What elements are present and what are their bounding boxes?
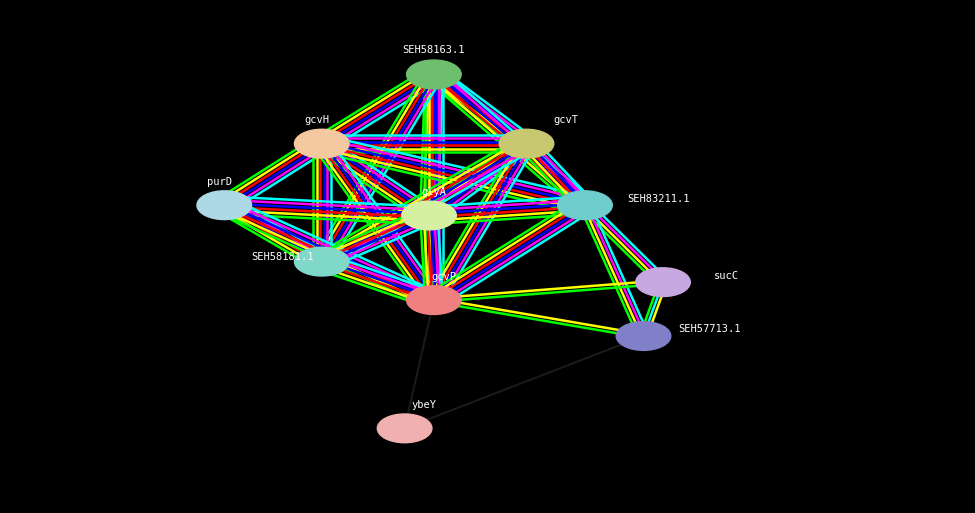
Ellipse shape [197,191,252,220]
Text: SEH83211.1: SEH83211.1 [627,194,689,204]
Ellipse shape [558,191,612,220]
Text: gcvT: gcvT [553,115,578,125]
Ellipse shape [402,201,456,230]
Text: SEH58163.1: SEH58163.1 [403,45,465,55]
Text: sucC: sucC [714,271,739,281]
Text: ybeY: ybeY [411,400,437,410]
Text: gcvP: gcvP [431,272,456,282]
Ellipse shape [616,322,671,350]
Ellipse shape [407,286,461,314]
Ellipse shape [377,414,432,443]
Text: SEH58181.1: SEH58181.1 [252,252,314,262]
Text: gcvH: gcvH [304,115,330,125]
Ellipse shape [294,129,349,158]
Ellipse shape [499,129,554,158]
Text: SEH57713.1: SEH57713.1 [679,325,741,334]
Ellipse shape [636,268,690,297]
Text: glyA: glyA [421,187,447,197]
Text: purD: purD [207,177,232,187]
Ellipse shape [294,247,349,276]
Ellipse shape [407,60,461,89]
